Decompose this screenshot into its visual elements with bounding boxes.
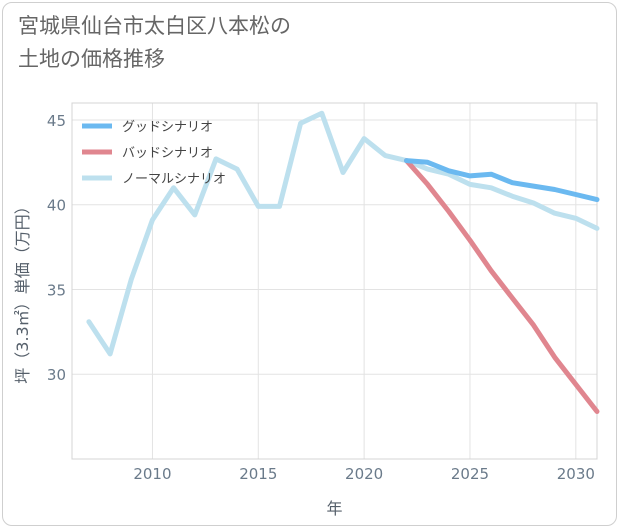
chart-title: 宮城県仙台市太白区八本松の 土地の価格推移 bbox=[18, 14, 291, 71]
chart-card bbox=[2, 2, 617, 526]
y-tick-label: 30 bbox=[47, 366, 66, 384]
y-axis-ticks: 30 35 40 45 bbox=[47, 112, 66, 384]
legend-label: グッドシナリオ bbox=[122, 120, 213, 135]
series-group bbox=[86, 110, 600, 414]
x-tick-label: 2010 bbox=[133, 465, 171, 483]
series-line-3 bbox=[86, 110, 600, 357]
series-line-1 bbox=[404, 158, 600, 203]
x-axis-label: 年 bbox=[326, 499, 342, 518]
y-tick-label: 35 bbox=[47, 281, 66, 299]
y-axis-label: 坪（3.3㎡）単価（万円） bbox=[13, 198, 32, 383]
x-axis-ticks: 2010 2015 2020 2025 2030 bbox=[133, 465, 595, 483]
series-line-2 bbox=[404, 158, 600, 414]
x-tick-label: 2030 bbox=[557, 465, 595, 483]
y-tick-label: 45 bbox=[47, 112, 66, 130]
legend-label: ノーマルシナリオ bbox=[122, 172, 226, 187]
x-tick-label: 2015 bbox=[239, 465, 277, 483]
x-tick-label: 2025 bbox=[451, 465, 489, 483]
x-tick-label: 2020 bbox=[345, 465, 383, 483]
plot-frame bbox=[71, 102, 598, 460]
y-tick-label: 40 bbox=[47, 197, 66, 215]
legend-label: バッドシナリオ bbox=[122, 146, 213, 161]
